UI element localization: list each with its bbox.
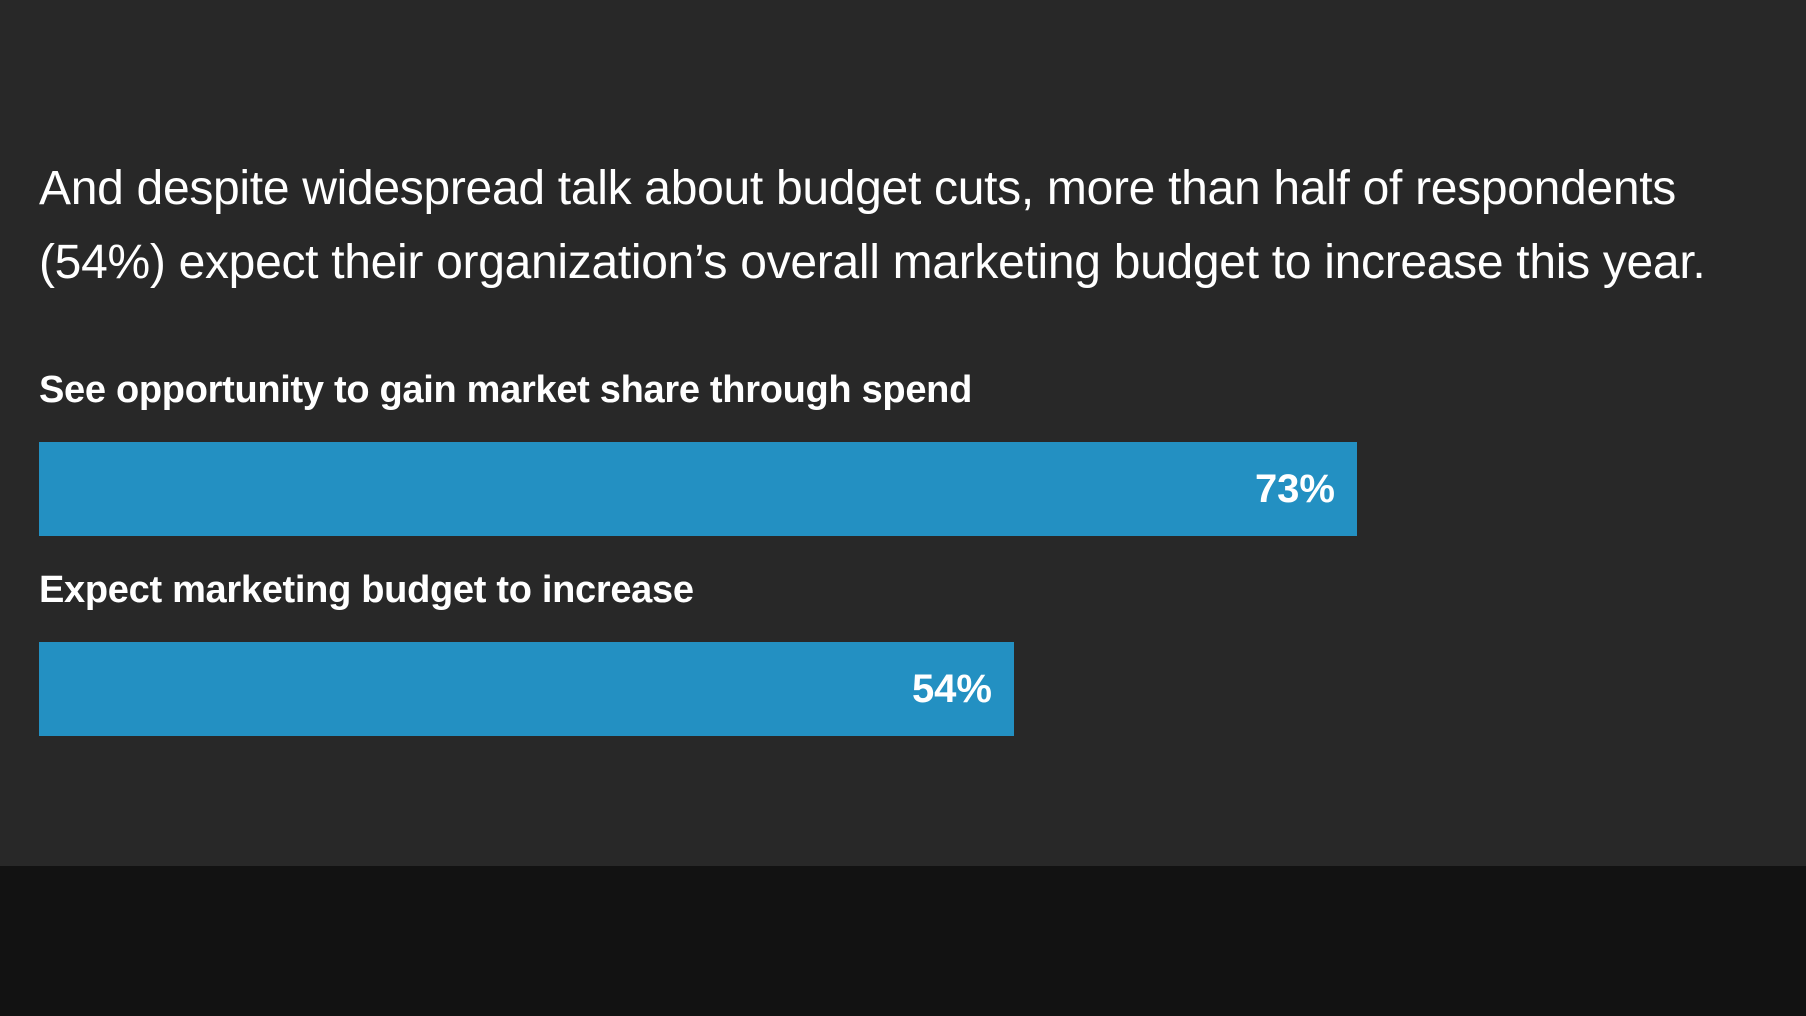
bar-value-label: 73% (1254, 467, 1335, 511)
bar-chart: See opportunity to gain market share thr… (39, 360, 1761, 760)
chart-row: See opportunity to gain market share thr… (39, 360, 1761, 560)
chart-row: Expect marketing budget to increase 54% (39, 560, 1761, 760)
content-panel: And despite widespread talk about budget… (0, 0, 1806, 866)
bar-label: See opportunity to gain market share thr… (39, 369, 972, 411)
headline: And despite widespread talk about budget… (39, 162, 1706, 289)
bar-value-label: 54% (911, 667, 992, 711)
bar: 73% (39, 442, 1357, 536)
bar-label: Expect marketing budget to increase (39, 569, 694, 611)
footer-band (0, 866, 1806, 1016)
bar: 54% (39, 642, 1014, 736)
